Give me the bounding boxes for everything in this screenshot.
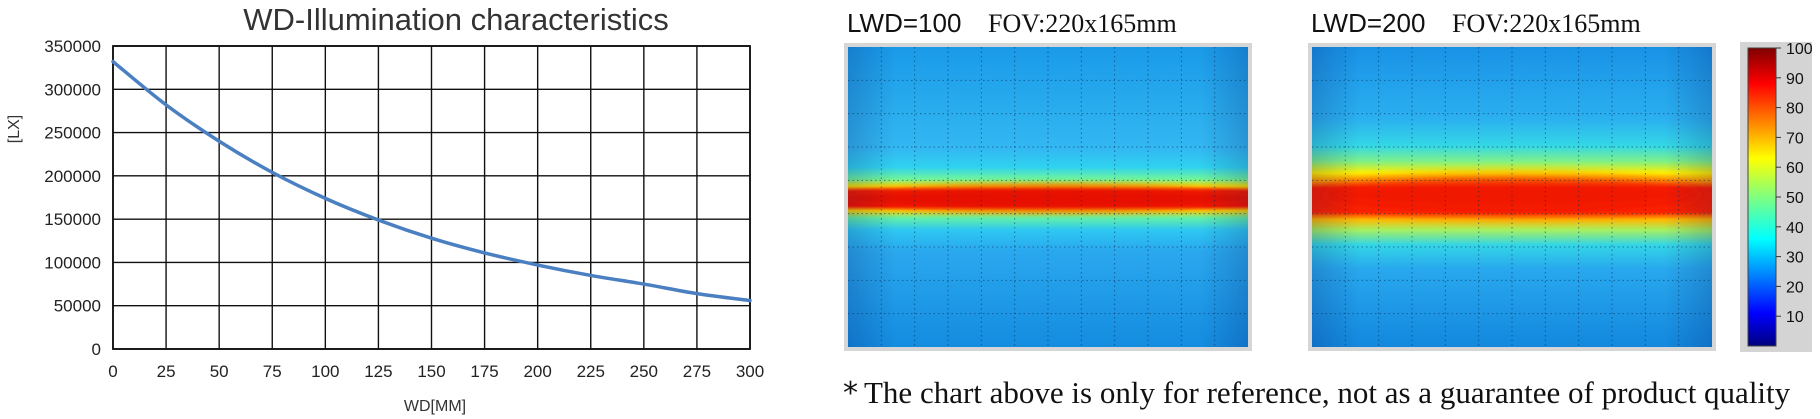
colorbar-tick-label-6: 70: [1786, 130, 1804, 147]
x-tick-label-6: 150: [417, 362, 445, 381]
series-layer: [111, 59, 752, 303]
footnote: * The chart above is only for reference, …: [843, 375, 1803, 419]
x-axis-label: WD[MM]: [404, 398, 466, 415]
x-tick-label-9: 225: [577, 362, 605, 381]
heatmap-2-grid: [1312, 47, 1712, 347]
colorbar-tick-label-4: 50: [1786, 190, 1804, 207]
colorbar-tick-label-9: 100: [1786, 41, 1813, 58]
y-tick-label-7: 350000: [44, 37, 101, 56]
y-tick-label-4: 200000: [44, 167, 101, 186]
heatmap-2-title-left: LWD=200: [1311, 8, 1425, 38]
heatmap-1-title-left: LWD=100: [847, 8, 961, 38]
x-tick-label-2: 50: [210, 362, 229, 381]
colorbar-tick-label-5: 60: [1786, 160, 1804, 177]
footnote-text: The chart above is only for reference, n…: [864, 375, 1791, 410]
x-tick-label-12: 300: [736, 362, 764, 381]
colorbar-tick-label-1: 20: [1786, 279, 1804, 296]
y-tick-label-2: 100000: [44, 253, 101, 272]
y-tick-label-3: 150000: [44, 210, 101, 229]
x-tick-labels: 0 25 50 75 100 125 150 175 200 225 250 275 300: [108, 362, 764, 381]
line-chart-title: WD-Illumination characteristics: [243, 2, 669, 37]
plot-frame: [112, 45, 751, 350]
y-tick-label-5: 250000: [44, 124, 101, 143]
colorbar-tick-label-8: 90: [1786, 71, 1804, 88]
x-tick-label-3: 75: [263, 362, 282, 381]
colorbar-tick-label-3: 40: [1786, 220, 1804, 237]
grid: [112, 45, 751, 350]
y-tick-label-1: 50000: [54, 297, 101, 316]
x-tick-label-5: 125: [364, 362, 392, 381]
colorbar-ticks: 10 20 30 40 50 60 70 80 90 100: [1776, 41, 1813, 326]
heatmap-lwd-100: LWD=100 FOV:220x165mm: [844, 8, 1252, 351]
heatmap-1-grid: [848, 47, 1248, 347]
line-chart: WD-Illumination characteristics 0 50000 10…: [6, 2, 764, 415]
x-tick-label-1: 25: [157, 362, 176, 381]
colorbar-tick-label-2: 30: [1786, 250, 1804, 267]
x-tick-label-10: 250: [630, 362, 658, 381]
colorbar-tick-label-7: 80: [1786, 101, 1804, 118]
x-tick-label-0: 0: [108, 362, 117, 381]
heatmap-lwd-200: LWD=200 FOV:220x165mm: [1308, 8, 1716, 351]
colorbar: 10 20 30 40 50 60 70 80 90 100: [1740, 41, 1813, 352]
colorbar-gradient: [1747, 47, 1777, 347]
y-tick-labels: 0 50000 100000 150000 200000 250000 300000 3500…: [44, 37, 101, 359]
y-tick-label-0: 0: [92, 340, 101, 359]
y-axis-label: [LX]: [6, 115, 23, 143]
x-tick-label-11: 275: [683, 362, 711, 381]
heatmap-2-title-right: FOV:220x165mm: [1452, 9, 1641, 38]
footnote-symbol: *: [843, 376, 858, 411]
x-tick-label-7: 175: [470, 362, 498, 381]
y-tick-label-6: 300000: [44, 80, 101, 99]
colorbar-tick-label-0: 10: [1786, 309, 1804, 326]
x-tick-label-4: 100: [311, 362, 339, 381]
heatmap-1-title-right: FOV:220x165mm: [988, 9, 1177, 38]
series-line-0: [111, 59, 752, 303]
x-tick-label-8: 200: [523, 362, 551, 381]
